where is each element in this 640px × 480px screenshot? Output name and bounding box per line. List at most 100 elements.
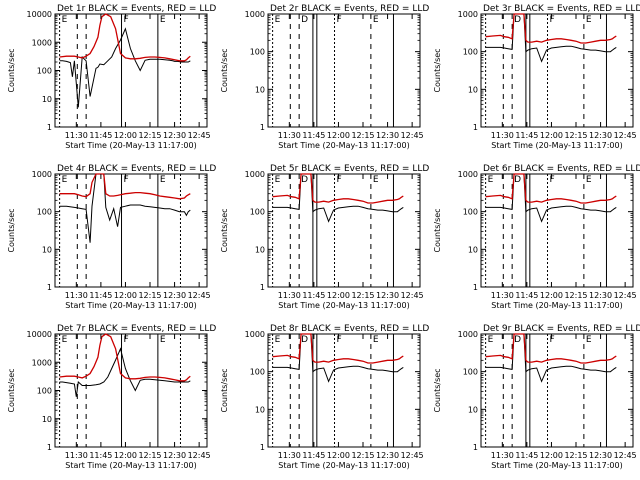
x-tick-label: 11:45 xyxy=(515,131,538,140)
chart-title: Det 7r BLACK = Events, RED = LLD xyxy=(57,324,216,334)
series-line-red xyxy=(272,173,404,204)
x-tick-label: 12:00 xyxy=(540,291,563,300)
x-tick-label: 11:30 xyxy=(491,451,514,460)
plot-frame xyxy=(480,173,634,288)
x-tick-label: 12:45 xyxy=(401,451,424,460)
x-tick-label: 12:00 xyxy=(327,451,350,460)
y-axis-label: Counts/sec xyxy=(7,48,16,92)
x-tick-label: 11:45 xyxy=(302,291,325,300)
x-tick-label: 12:45 xyxy=(401,291,424,300)
plot-frame xyxy=(54,173,208,288)
y-tick-label: 100 xyxy=(250,48,265,57)
x-tick-label: 11:45 xyxy=(302,451,325,460)
plot-frame xyxy=(480,13,634,128)
y-tick-label: 100 xyxy=(463,48,478,57)
event-marker-label: E xyxy=(62,15,68,25)
x-tick-label: 12:00 xyxy=(327,291,350,300)
x-tick-label: 12:30 xyxy=(376,291,399,300)
y-tick-label: 1 xyxy=(473,443,478,452)
series-line-red xyxy=(59,173,191,200)
y-axis-label: Counts/sec xyxy=(433,368,442,412)
x-tick-label: 12:45 xyxy=(614,291,637,300)
series-line-red xyxy=(59,13,191,62)
y-tick-label: 10 xyxy=(255,85,265,94)
x-tick-label: 12:00 xyxy=(114,451,137,460)
y-tick-label: 1 xyxy=(473,123,478,132)
x-tick-label: 12:15 xyxy=(138,451,161,460)
series-line-red xyxy=(485,333,617,364)
x-tick-label: 11:45 xyxy=(515,291,538,300)
event-marker-label: F xyxy=(124,15,129,25)
y-axis-label: Counts/sec xyxy=(220,368,229,412)
y-tick-label: 1 xyxy=(260,123,265,132)
y-tick-label: 100 xyxy=(37,67,52,76)
y-axis-label: Counts/sec xyxy=(220,48,229,92)
chart-title: Det 1r BLACK = Events, RED = LLD xyxy=(57,4,216,14)
series-line-black xyxy=(485,173,617,223)
y-tick-label: 1000 xyxy=(245,10,265,19)
x-axis-label: Start Time (20-May-13 11:17:00) xyxy=(278,141,409,150)
y-tick-label: 100 xyxy=(37,387,52,396)
series-line-black xyxy=(59,173,191,243)
y-tick-label: 10000 xyxy=(27,330,52,339)
y-tick-label: 10 xyxy=(42,415,52,424)
x-tick-label: 11:45 xyxy=(89,451,112,460)
event-marker-label: E xyxy=(586,175,592,185)
series-line-red xyxy=(485,13,617,44)
chart-title: Det 6r BLACK = Events, RED = LLD xyxy=(483,164,640,174)
event-marker-label: E xyxy=(373,335,379,345)
x-axis-label: Start Time (20-May-13 11:17:00) xyxy=(65,461,196,470)
x-tick-label: 12:45 xyxy=(614,131,637,140)
x-tick-label: 12:15 xyxy=(138,131,161,140)
y-tick-label: 100 xyxy=(250,208,265,217)
series-line-red xyxy=(59,333,191,382)
x-tick-label: 11:45 xyxy=(302,131,325,140)
y-tick-label: 100 xyxy=(463,208,478,217)
x-tick-label: 12:30 xyxy=(589,451,612,460)
event-marker-label: E xyxy=(373,15,379,25)
event-marker-label: E xyxy=(586,335,592,345)
plot-frame xyxy=(267,13,421,128)
series-line-red xyxy=(485,173,617,204)
y-tick-label: 10 xyxy=(468,85,478,94)
event-marker-label: E xyxy=(160,175,166,185)
x-tick-label: 11:30 xyxy=(278,291,301,300)
x-tick-label: 11:45 xyxy=(515,451,538,460)
plot-frame xyxy=(54,333,208,448)
x-tick-label: 12:00 xyxy=(540,451,563,460)
x-tick-label: 12:15 xyxy=(564,291,587,300)
event-marker-label: E xyxy=(275,335,281,345)
event-marker-label: F xyxy=(550,175,555,185)
event-marker-label: E xyxy=(488,335,494,345)
plot-frame xyxy=(480,333,634,448)
y-tick-label: 1000 xyxy=(32,38,52,47)
y-tick-label: 10 xyxy=(468,405,478,414)
y-tick-label: 10 xyxy=(468,245,478,254)
y-tick-label: 10 xyxy=(42,245,52,254)
x-axis-label: Start Time (20-May-13 11:17:00) xyxy=(278,461,409,470)
x-tick-label: 11:30 xyxy=(491,131,514,140)
x-tick-label: 12:15 xyxy=(564,131,587,140)
y-tick-label: 1 xyxy=(47,443,52,452)
event-marker-label: F xyxy=(337,335,342,345)
x-tick-label: 12:45 xyxy=(188,131,211,140)
x-axis-label: Start Time (20-May-13 11:17:00) xyxy=(491,141,622,150)
x-tick-label: 11:45 xyxy=(89,131,112,140)
y-axis-label: Counts/sec xyxy=(7,208,16,252)
y-tick-label: 10 xyxy=(255,245,265,254)
x-tick-label: 12:45 xyxy=(614,451,637,460)
event-marker-label: F xyxy=(550,15,555,25)
event-marker-label: E xyxy=(275,175,281,185)
event-marker-label: F xyxy=(337,15,342,25)
x-tick-label: 12:15 xyxy=(564,451,587,460)
chart-title: Det 2r BLACK = Events, RED = LLD xyxy=(270,4,429,14)
y-axis-label: Counts/sec xyxy=(433,208,442,252)
y-tick-label: 1000 xyxy=(32,358,52,367)
y-axis-label: Counts/sec xyxy=(220,208,229,252)
